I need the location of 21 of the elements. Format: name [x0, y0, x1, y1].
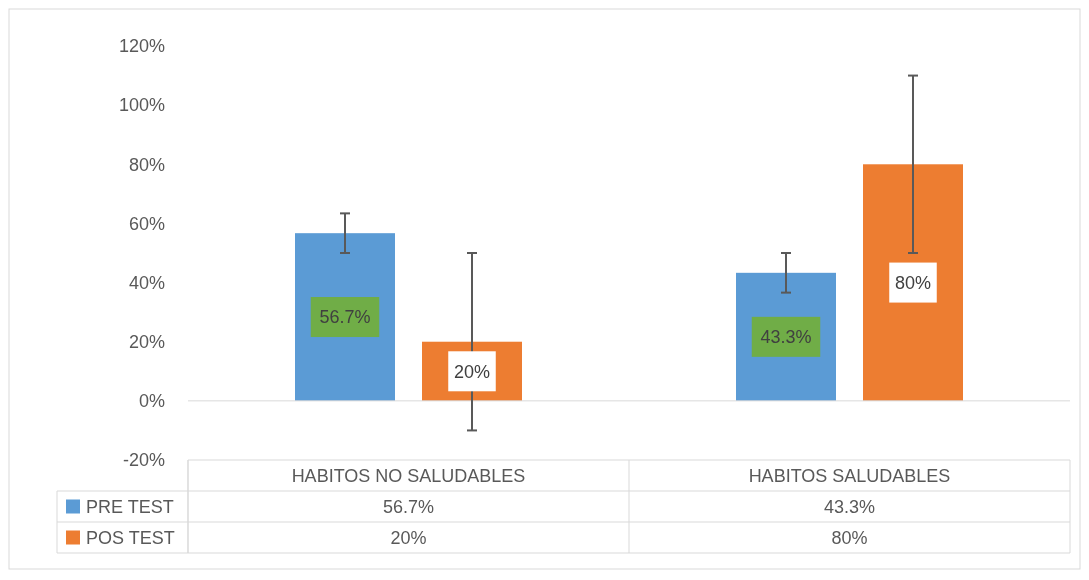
text: 56.7%	[319, 307, 371, 328]
legend-label: POS TEST	[86, 527, 175, 548]
data-label: 80%	[831, 527, 868, 548]
y-tick-label: 100%	[118, 95, 165, 116]
y-tick-label: 20%	[128, 332, 165, 353]
text: 20%	[453, 361, 491, 382]
data-label: 56.7%	[382, 496, 435, 517]
y-tick-label: -20%	[122, 450, 165, 471]
y-tick-label: 120%	[118, 36, 165, 57]
y-tick-label: 80%	[128, 154, 165, 175]
x-tick-label: HABITOS NO SALUDABLES	[291, 465, 526, 486]
y-tick-label: 60%	[128, 213, 165, 234]
data-label: 43.3%	[823, 496, 876, 517]
legend-label: PRE TEST	[86, 496, 174, 517]
bar	[863, 164, 963, 401]
y-tick-label: 0%	[138, 391, 165, 412]
text: 80%	[894, 272, 932, 293]
text: 43.3%	[760, 327, 812, 348]
data-label: 20%	[390, 527, 427, 548]
y-tick-label: 40%	[128, 272, 165, 293]
x-tick-label: HABITOS SALUDABLES	[748, 465, 951, 486]
